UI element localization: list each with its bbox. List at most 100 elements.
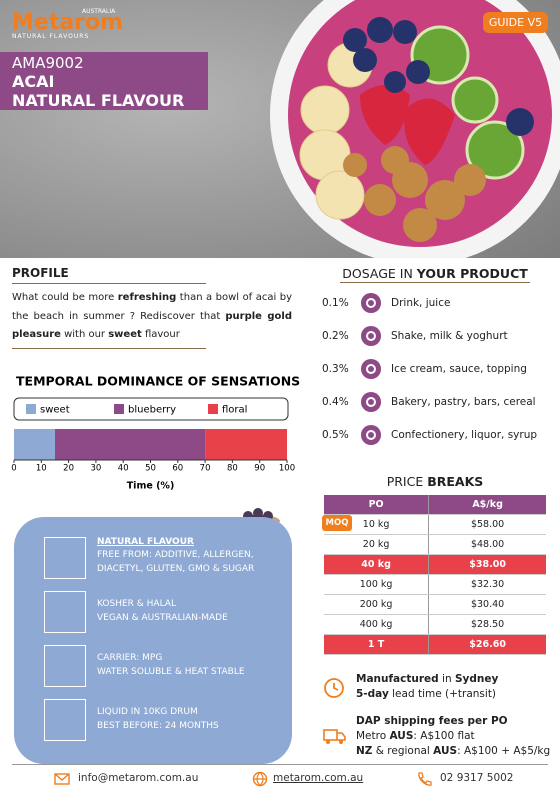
x-tick-label: 20	[63, 464, 74, 474]
x-tick-label: 50	[145, 464, 156, 474]
legend-swatch	[26, 404, 36, 414]
tagline: NATURAL FLAVOURS	[12, 33, 90, 40]
dosage-icon	[361, 392, 381, 412]
feature-icon	[44, 645, 86, 687]
dosage-pct: 0.3%	[322, 363, 349, 375]
price-cell: 100 kg	[324, 574, 430, 595]
chart-title: TEMPORAL DOMINANCE OF SENSATIONS	[16, 374, 300, 389]
feature-text: FREE FROM: ADDITIVE, ALLERGEN, DIACETYL, …	[97, 548, 254, 576]
dosage-use: Shake, milk & yoghurt	[391, 330, 508, 342]
price-cell: 1 T	[324, 634, 430, 655]
price-cell: $32.30	[428, 574, 546, 595]
info-line: 5-day lead time (+transit)	[356, 687, 498, 702]
x-tick-label: 30	[90, 464, 101, 474]
text-run: 5-day	[356, 688, 389, 700]
price-cell: $30.40	[428, 594, 546, 615]
dosage-title: DOSAGE IN YOUR PRODUCT	[322, 266, 548, 281]
info-line: NZ & regional AUS: A$100 + A$5/kg	[356, 744, 550, 759]
logo: Metarom AUSTRALIA NATURAL FLAVOURS	[12, 8, 124, 40]
dosage-use: Drink, juice	[391, 297, 451, 309]
x-tick-label: 0	[11, 464, 16, 474]
dosage-use: Confectionery, liquor, syrup	[391, 429, 538, 441]
title-box: AMA9002 ACAI NATURAL FLAVOUR	[0, 52, 208, 110]
dosage-use: Ice cream, sauce, topping	[391, 363, 527, 375]
feature-heading: NATURAL FLAVOUR	[97, 537, 194, 547]
table-header: PO A$/kg	[324, 495, 546, 515]
x-tick-label: 70	[200, 464, 211, 474]
text-run: What could be more	[12, 292, 118, 303]
column-header: PO	[324, 495, 430, 515]
rule	[12, 283, 206, 284]
text-run: DOSAGE IN	[342, 266, 417, 281]
product-subtitle: NATURAL FLAVOUR	[12, 91, 185, 110]
text-run: sweet	[108, 329, 142, 340]
web-icon	[252, 771, 268, 787]
x-tick-label: 10	[36, 464, 47, 474]
feature-line: FREE FROM: ADDITIVE, ALLERGEN,	[97, 550, 254, 560]
info-line: Metro AUS: A$100 flat	[356, 729, 550, 744]
text-run: lead time (+transit)	[388, 688, 497, 700]
feature-line: VEGAN & AUSTRALIAN-MADE	[97, 613, 228, 623]
text-run: with our	[60, 329, 109, 340]
price-cell: $38.00	[428, 554, 546, 575]
text-run: : A$100 flat	[413, 730, 475, 742]
feature-line: DIACETYL, GLUTEN, GMO & SUGAR	[97, 564, 255, 574]
bar-segment	[205, 429, 287, 460]
text-run: DAP shipping fees per PO	[356, 715, 508, 727]
x-tick-label: 40	[118, 464, 129, 474]
product-name: ACAI	[12, 72, 55, 91]
price-cell: 40 kg	[324, 554, 430, 575]
text-run: BREAKS	[427, 474, 484, 489]
text-run: & regional	[372, 745, 434, 757]
dosage-pct: 0.4%	[322, 396, 349, 408]
dosage-pct: 0.5%	[322, 429, 349, 441]
dosage-pct: 0.2%	[322, 330, 349, 342]
shipping-info: DAP shipping fees per PO Metro AUS: A$100…	[356, 714, 550, 759]
legend-box	[13, 397, 289, 421]
text-run: in	[438, 673, 455, 685]
website[interactable]: metarom.com.au	[273, 772, 364, 784]
tds-chart: TEMPORAL DOMINANCE OF SENSATIONS sweet bl…	[11, 374, 300, 492]
guide-badge: GUIDE V5	[483, 12, 548, 33]
email[interactable]: info@metarom.com.au	[78, 772, 199, 784]
price-row: 200 kg $30.40	[324, 594, 546, 615]
info-line: Manufactured in Sydney	[356, 672, 498, 687]
feature-line: KOSHER & HALAL	[97, 599, 176, 609]
x-tick-label: 100	[279, 464, 295, 474]
price-table: PO A$/kg 10 kg $58.00 20 kg $48.00 40 kg $38.00…	[324, 495, 546, 655]
price-row: 1 T $26.60	[324, 634, 546, 655]
price-cell: $28.50	[428, 614, 546, 635]
dosage-icon	[361, 359, 381, 379]
brand: Metarom	[12, 10, 124, 35]
feature-text: KOSHER & HALAL VEGAN & AUSTRALIAN-MADE	[97, 597, 228, 625]
x-tick-label: 90	[254, 464, 265, 474]
feature-text: CARRIER: MPG WATER SOLUBLE & HEAT STABLE	[97, 651, 245, 679]
moq-tag: MOQ	[322, 515, 352, 531]
product-code: AMA9002	[12, 54, 84, 72]
legend-label: sweet	[40, 405, 70, 416]
profile-title: PROFILE	[12, 266, 69, 280]
dosage-pct: 0.1%	[322, 297, 349, 309]
feature-icon	[44, 537, 86, 579]
x-tick-label: 60	[172, 464, 183, 474]
dosage-use: Bakery, pastry, bars, cereal	[391, 396, 536, 408]
rule	[12, 348, 206, 349]
x-axis-label: Time (%)	[127, 481, 175, 492]
feature-icon	[44, 591, 86, 633]
price-cell: $58.00	[428, 514, 546, 535]
feature-line: CARRIER: MPG	[97, 653, 163, 663]
bar-segment	[14, 429, 55, 460]
price-cell: 200 kg	[324, 594, 430, 615]
phone[interactable]: 02 9317 5002	[440, 772, 514, 784]
text-run: refreshing	[117, 292, 177, 303]
text-run: : A$100 + A$5/kg	[457, 745, 551, 757]
price-row: 400 kg $28.50	[324, 614, 546, 635]
legend-label: blueberry	[128, 405, 176, 416]
feature-line: WATER SOLUBLE & HEAT STABLE	[97, 667, 245, 677]
legend-label: floral	[222, 405, 247, 416]
made-info: Manufactured in Sydney 5-day lead time (+…	[356, 672, 498, 702]
dosage-icon	[361, 326, 381, 346]
mail-icon	[54, 773, 70, 785]
profile-text: What could be more refreshing than a bow…	[12, 289, 292, 345]
